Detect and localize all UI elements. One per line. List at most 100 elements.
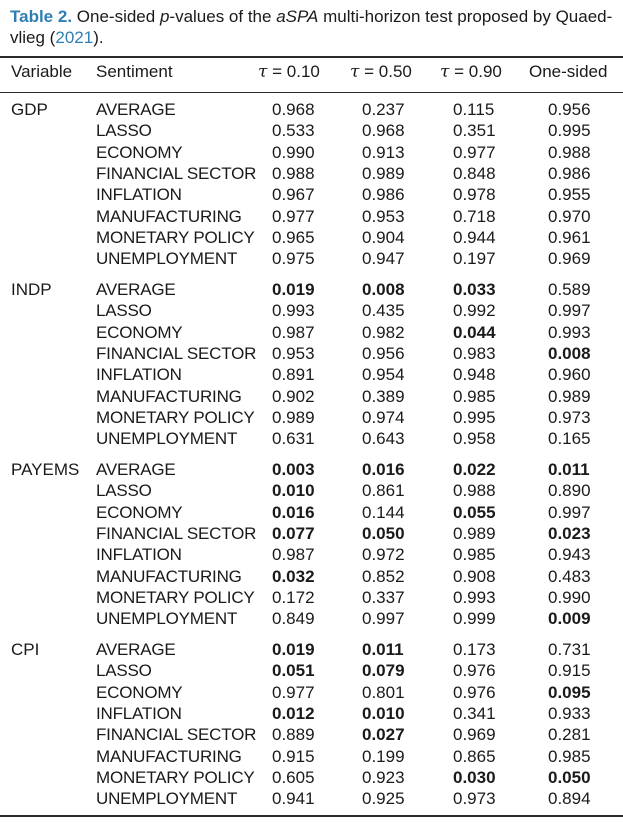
header-tau-090: τ = 0.90 [440, 62, 502, 82]
sentiment-name: LASSO [96, 301, 152, 321]
table-row: CPI AVERAGE 0.019 0.011 0.173 0.731 [0, 639, 623, 660]
sentiment-name: ECONOMY [96, 682, 183, 702]
caption-p-variable: p [159, 7, 170, 26]
caption-text-mid: -values of the [169, 7, 277, 26]
p-value-tau-050: 0.861 [362, 481, 405, 501]
table-row: FINANCIAL SECTOR 0.988 0.989 0.848 0.986 [0, 163, 623, 184]
p-value-one-sided: 0.997 [548, 502, 591, 522]
p-value-tau-050: 0.982 [362, 322, 405, 342]
p-value-tau-090: 0.848 [453, 164, 496, 184]
p-value-tau-090: 0.948 [453, 365, 496, 385]
p-value-one-sided: 0.915 [548, 661, 591, 681]
sentiment-name: LASSO [96, 121, 152, 141]
table-row: FINANCIAL SECTOR 0.889 0.027 0.969 0.281 [0, 724, 623, 745]
table-caption: Table 2. One-sided p-values of the aSPA … [10, 6, 613, 48]
table-row: ECONOMY 0.990 0.913 0.977 0.988 [0, 142, 623, 163]
p-value-one-sided: 0.894 [548, 789, 591, 809]
p-value-tau-090: 0.983 [453, 344, 496, 364]
p-value-one-sided: 0.890 [548, 481, 591, 501]
table-row: PAYEMS AVERAGE 0.003 0.016 0.022 0.011 [0, 459, 623, 480]
p-value-tau-050: 0.011 [362, 640, 404, 659]
p-value-tau-050: 0.913 [362, 142, 405, 162]
variable-name: INDP [11, 280, 52, 299]
p-value-tau-090: 0.030 [453, 768, 496, 788]
p-value-one-sided: 0.973 [548, 408, 591, 428]
p-value-tau-010: 0.953 [272, 344, 315, 364]
p-value-tau-090: 0.978 [453, 185, 496, 205]
p-value-tau-010: 0.915 [272, 746, 315, 766]
p-value-tau-010: 0.889 [272, 725, 315, 745]
header-tau-010: τ = 0.10 [258, 62, 320, 82]
p-value-one-sided: 0.023 [548, 524, 591, 544]
p-value-tau-050: 0.237 [362, 100, 405, 119]
p-value-tau-050: 0.010 [362, 704, 405, 724]
p-value-tau-090: 0.351 [453, 121, 496, 141]
p-value-tau-050: 0.925 [362, 789, 405, 809]
p-value-tau-010: 0.987 [272, 322, 315, 342]
sentiment-name: MANUFACTURING [96, 566, 242, 586]
sentiment-name: MANUFACTURING [96, 746, 242, 766]
p-value-one-sided: 0.589 [548, 280, 591, 299]
p-value-one-sided: 0.988 [548, 142, 591, 162]
p-value-tau-050: 0.953 [362, 206, 405, 226]
sentiment-name: AVERAGE [96, 280, 176, 299]
p-value-tau-010: 0.010 [272, 481, 315, 501]
p-value-tau-010: 0.891 [272, 365, 315, 385]
sentiment-name: MONETARY POLICY [96, 408, 255, 428]
sentiment-name: AVERAGE [96, 640, 176, 659]
table-row: MONETARY POLICY 0.172 0.337 0.993 0.990 [0, 587, 623, 608]
header-rule [0, 92, 623, 93]
p-value-tau-010: 0.605 [272, 768, 315, 788]
p-value-tau-050: 0.435 [362, 301, 405, 321]
p-value-one-sided: 0.165 [548, 429, 591, 449]
p-value-one-sided: 0.009 [548, 609, 591, 629]
p-value-one-sided: 0.970 [548, 206, 591, 226]
p-value-tau-090: 0.908 [453, 566, 496, 586]
sentiment-name: ECONOMY [96, 322, 183, 342]
p-value-tau-090: 0.976 [453, 661, 496, 681]
p-value-tau-010: 0.077 [272, 524, 315, 544]
caption-text-before: One-sided [72, 7, 160, 26]
table-row: MANUFACTURING 0.977 0.953 0.718 0.970 [0, 206, 623, 227]
citation-link[interactable]: 2021 [55, 28, 94, 47]
sentiment-name: UNEMPLOYMENT [96, 609, 238, 629]
p-value-tau-010: 0.012 [272, 704, 315, 724]
p-value-tau-050: 0.974 [362, 408, 405, 428]
variable-group: INDP AVERAGE 0.019 0.008 0.033 0.589 LASSO 0.99… [0, 279, 623, 450]
p-value-tau-010: 0.019 [272, 640, 315, 659]
table-row: MANUFACTURING 0.032 0.852 0.908 0.483 [0, 566, 623, 587]
sentiment-name: MANUFACTURING [96, 386, 242, 406]
table-row: ECONOMY 0.016 0.144 0.055 0.997 [0, 502, 623, 523]
p-value-tau-010: 0.902 [272, 386, 315, 406]
p-value-tau-010: 0.967 [272, 185, 315, 205]
p-value-tau-090: 0.115 [453, 100, 495, 119]
p-value-tau-010: 0.965 [272, 228, 315, 248]
p-value-tau-050: 0.923 [362, 768, 405, 788]
p-value-tau-090: 0.995 [453, 408, 496, 428]
table-row: GDP AVERAGE 0.968 0.237 0.115 0.956 [0, 99, 623, 120]
p-value-tau-010: 0.019 [272, 280, 315, 299]
p-value-tau-050: 0.027 [362, 725, 405, 745]
p-value-tau-090: 0.958 [453, 429, 496, 449]
p-value-one-sided: 0.956 [548, 100, 591, 119]
sentiment-name: LASSO [96, 661, 152, 681]
p-value-one-sided: 0.986 [548, 164, 591, 184]
variable-group: GDP AVERAGE 0.968 0.237 0.115 0.956 LASSO 0.533… [0, 99, 623, 270]
sentiment-name: MONETARY POLICY [96, 768, 255, 788]
table-row: LASSO 0.533 0.968 0.351 0.995 [0, 120, 623, 141]
variable-name: PAYEMS [11, 460, 80, 479]
p-value-tau-010: 0.989 [272, 408, 315, 428]
p-value-tau-010: 0.631 [272, 429, 315, 449]
table-row: MONETARY POLICY 0.605 0.923 0.030 0.050 [0, 767, 623, 788]
p-value-tau-090: 0.022 [453, 460, 496, 479]
p-value-one-sided: 0.943 [548, 545, 591, 565]
p-value-tau-090: 0.944 [453, 228, 496, 248]
p-value-tau-010: 0.993 [272, 301, 315, 321]
header-one-sided: One-sided [529, 62, 608, 81]
p-value-tau-050: 0.972 [362, 545, 405, 565]
p-value-tau-090: 0.973 [453, 789, 496, 809]
p-value-tau-010: 0.003 [272, 460, 315, 479]
p-value-tau-090: 0.993 [453, 588, 496, 608]
sentiment-name: FINANCIAL SECTOR [96, 725, 257, 745]
